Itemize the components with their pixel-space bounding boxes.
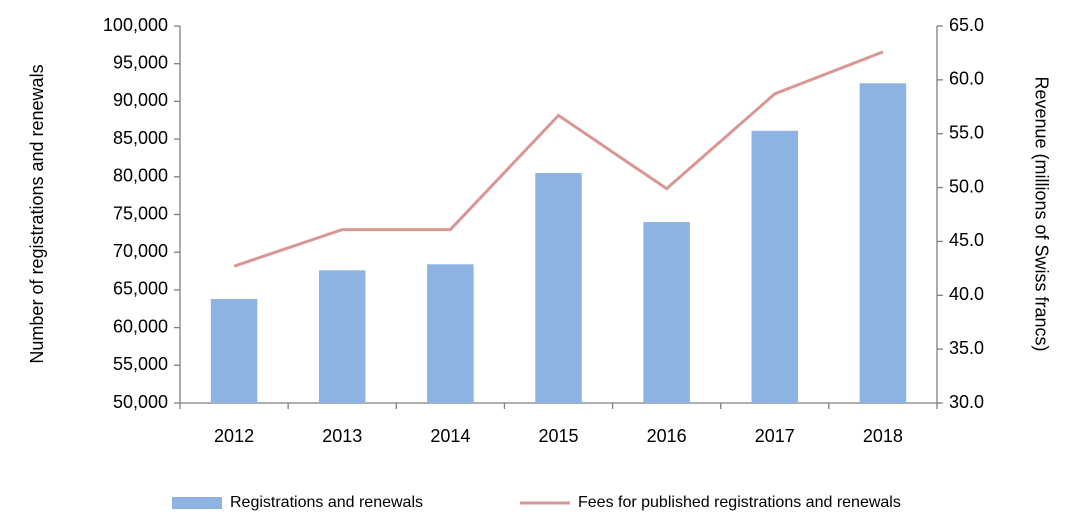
bar — [318, 270, 366, 403]
y-tick-label: 65,000 — [113, 279, 168, 299]
y-tick-label: 50,000 — [113, 392, 168, 412]
legend-label: Fees for published registrations and ren… — [578, 494, 901, 511]
x-tick-label: 2014 — [430, 426, 470, 446]
bar — [751, 130, 799, 403]
y2-tick-label: 35.0 — [949, 338, 984, 358]
bar — [535, 173, 582, 403]
legend-label: Registrations and renewals — [230, 494, 423, 511]
legend-swatch — [172, 497, 222, 509]
bar — [859, 83, 907, 403]
y2-tick-label: 40.0 — [949, 284, 984, 304]
y-tick-label: 55,000 — [113, 354, 168, 374]
y-tick-label: 70,000 — [113, 241, 168, 261]
x-tick-label: 2015 — [538, 426, 578, 446]
x-tick-label: 2013 — [322, 426, 362, 446]
y2-tick-label: 45.0 — [949, 230, 984, 250]
y-tick-label: 95,000 — [113, 52, 168, 72]
y-axis-title: Number of registrations and renewals — [27, 64, 47, 363]
y2-tick-label: 55.0 — [949, 122, 984, 142]
y-tick-label: 85,000 — [113, 128, 168, 148]
y2-axis-title: Revenue (millions of Swiss francs) — [1031, 76, 1051, 351]
bar — [427, 264, 474, 403]
y-tick-label: 75,000 — [113, 203, 168, 223]
bar — [643, 222, 690, 403]
y2-tick-label: 50.0 — [949, 176, 984, 196]
x-tick-label: 2017 — [755, 426, 795, 446]
line — [233, 50, 884, 268]
y-tick-label: 100,000 — [103, 15, 168, 35]
x-tick-label: 2018 — [863, 426, 903, 446]
y-tick-label: 80,000 — [113, 166, 168, 186]
bar — [210, 298, 258, 403]
x-tick-label: 2016 — [647, 426, 687, 446]
y2-tick-label: 30.0 — [949, 392, 984, 412]
x-tick-label: 2012 — [214, 426, 254, 446]
y-tick-label: 90,000 — [113, 90, 168, 110]
y2-tick-label: 60.0 — [949, 69, 984, 89]
y2-tick-label: 65.0 — [949, 15, 984, 35]
y-tick-label: 60,000 — [113, 316, 168, 336]
